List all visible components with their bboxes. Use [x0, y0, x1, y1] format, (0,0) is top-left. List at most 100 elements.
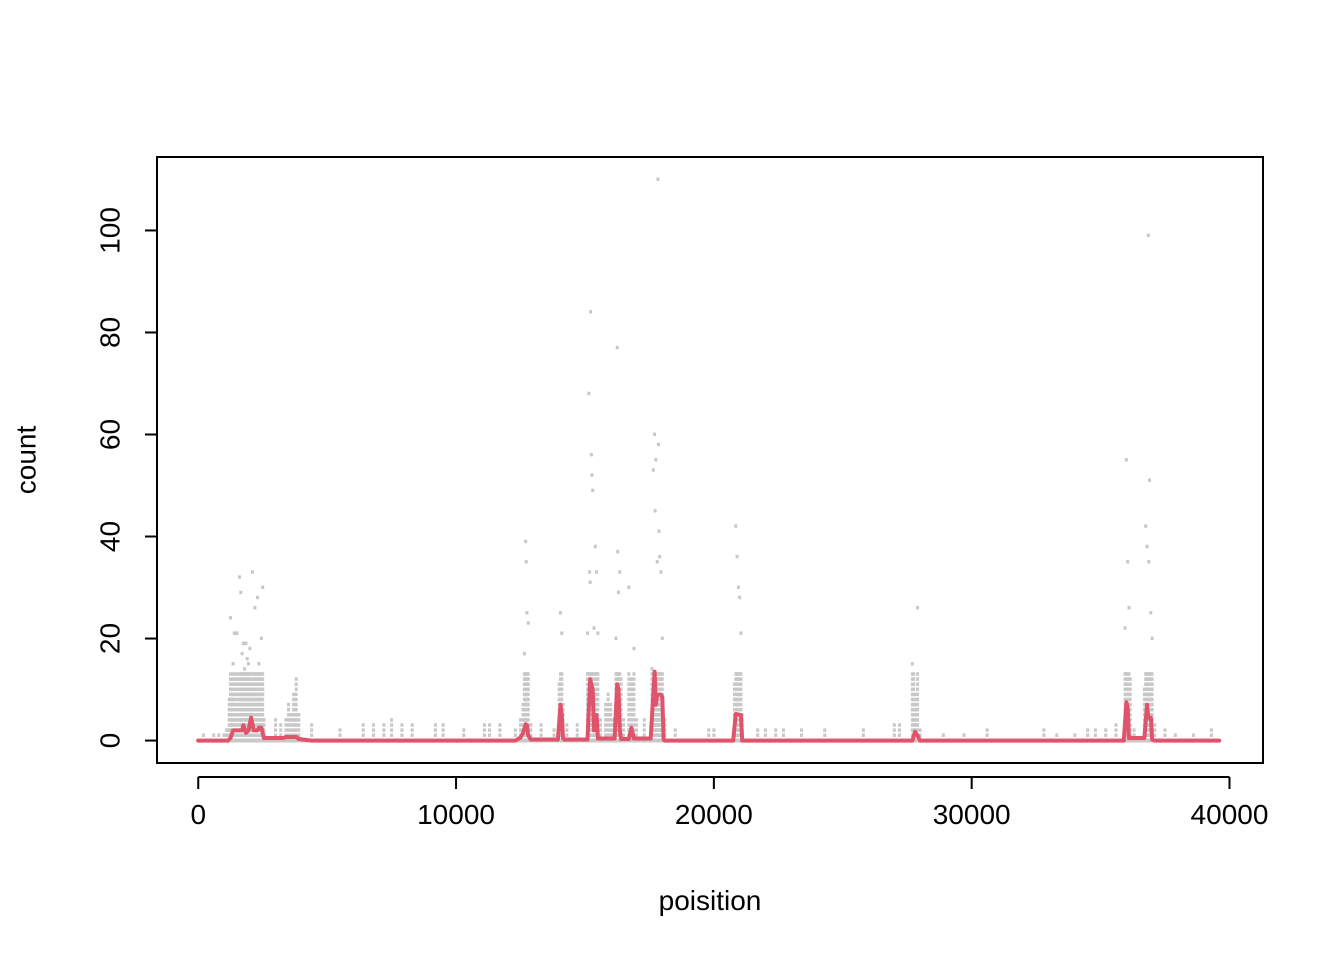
y-tick-label: 100 — [95, 207, 126, 254]
data-point — [598, 723, 602, 727]
data-point — [589, 310, 593, 314]
data-point — [632, 672, 636, 676]
data-point — [707, 728, 711, 732]
data-point — [616, 590, 620, 595]
data-point — [382, 733, 386, 737]
data-point — [225, 733, 229, 737]
data-point — [609, 718, 613, 722]
data-point — [606, 718, 610, 722]
data-point — [912, 682, 916, 686]
y-axis: 0 20 40 60 80 100 — [95, 207, 158, 748]
data-point — [609, 728, 613, 732]
data-point — [1150, 702, 1154, 707]
data-point — [1150, 672, 1154, 676]
data-point — [244, 641, 248, 646]
data-point — [526, 718, 530, 722]
data-point — [1128, 702, 1132, 707]
data-point — [1104, 733, 1108, 737]
data-point — [292, 692, 296, 697]
data-point — [286, 702, 290, 707]
data-point — [774, 728, 778, 732]
data-point — [232, 672, 236, 676]
data-point — [310, 733, 314, 737]
series-line — [196, 669, 1222, 743]
data-point — [598, 728, 602, 732]
data-point — [261, 672, 265, 676]
data-point — [361, 733, 365, 737]
data-point — [235, 702, 239, 707]
data-point — [235, 692, 239, 697]
data-point — [1163, 733, 1167, 737]
data-point — [916, 682, 920, 686]
data-point — [433, 723, 437, 727]
y-tick-label: 0 — [95, 733, 126, 749]
data-point — [286, 718, 290, 722]
data-point — [916, 672, 920, 676]
data-point — [526, 713, 530, 717]
data-point — [248, 672, 252, 676]
data-point — [912, 697, 916, 702]
data-point — [588, 580, 592, 584]
data-point — [606, 723, 610, 727]
data-point — [763, 728, 767, 732]
data-point — [410, 728, 414, 732]
data-point — [892, 733, 896, 737]
data-point — [656, 442, 660, 447]
data-point — [274, 718, 278, 722]
data-point — [462, 728, 466, 732]
data-point — [524, 539, 528, 544]
data-point — [627, 672, 631, 676]
data-point — [228, 616, 232, 620]
data-point — [1114, 728, 1118, 732]
data-point — [529, 728, 533, 732]
data-point — [560, 697, 564, 702]
data-point — [526, 677, 530, 681]
data-point — [235, 677, 239, 681]
data-point — [629, 692, 633, 697]
data-point — [897, 728, 901, 732]
data-point — [235, 713, 239, 717]
data-point — [618, 570, 622, 574]
data-point — [232, 723, 236, 727]
data-point — [629, 707, 633, 712]
data-point — [526, 687, 530, 692]
data-point — [294, 723, 298, 727]
data-point — [235, 672, 239, 676]
data-point — [739, 677, 743, 681]
data-point — [289, 723, 293, 727]
data-point — [235, 682, 239, 686]
data-point — [627, 723, 631, 727]
data-point — [1145, 544, 1149, 549]
data-point — [261, 687, 265, 692]
data-point — [1128, 713, 1132, 717]
data-point — [519, 718, 523, 722]
data-point — [587, 391, 591, 396]
data-point — [261, 692, 265, 697]
data-point — [629, 723, 633, 727]
data-point — [606, 733, 610, 737]
data-point — [235, 718, 239, 722]
data-point — [232, 677, 236, 681]
data-point — [735, 554, 739, 559]
data-point — [609, 723, 613, 727]
data-point — [232, 631, 236, 635]
data-point — [240, 651, 244, 656]
data-point — [660, 677, 664, 681]
y-tick-label: 20 — [95, 623, 126, 654]
data-point — [294, 682, 298, 686]
data-point — [526, 707, 530, 712]
data-point — [279, 728, 283, 732]
data-point — [235, 707, 239, 712]
data-point — [632, 677, 636, 681]
data-point — [596, 692, 600, 697]
data-point — [916, 702, 920, 707]
data-point — [232, 697, 236, 702]
data-point — [201, 733, 205, 737]
x-axis-title: poisition — [659, 885, 762, 916]
data-point — [629, 702, 633, 707]
data-point — [488, 728, 492, 732]
data-point — [284, 728, 288, 732]
data-point — [372, 733, 376, 737]
data-point — [235, 687, 239, 692]
data-point — [526, 621, 530, 625]
